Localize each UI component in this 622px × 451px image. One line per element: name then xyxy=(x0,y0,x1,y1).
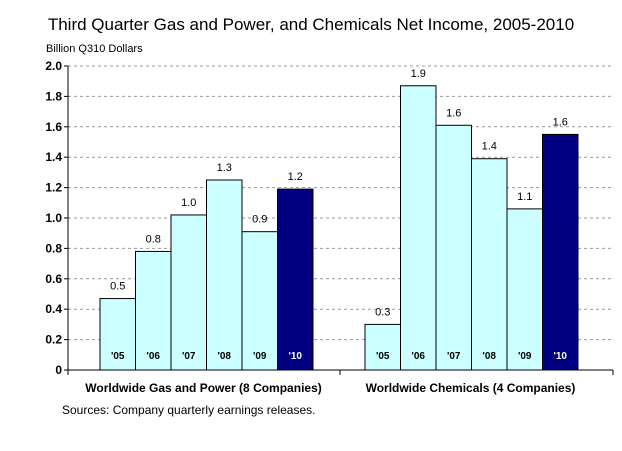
axes xyxy=(67,66,614,375)
bar xyxy=(506,208,543,371)
bar-value-label: 1.4 xyxy=(482,141,497,153)
bar-year-label: '09 xyxy=(518,351,532,362)
bars: 0.5 '05 0.8 '06 1.0 '07 1.3 '08 0.9 '09 1.2 '10 0.3 '… xyxy=(99,68,579,371)
bar-year-label: '05 xyxy=(111,351,125,362)
grid-lines xyxy=(68,65,613,341)
y-axis-unit-label: Billion Q310 Dollars xyxy=(46,43,143,55)
bar xyxy=(400,85,437,371)
y-tick-label: 1.6 xyxy=(45,120,62,134)
bar-value-label: 1.3 xyxy=(217,162,232,174)
bar-value-label: 1.1 xyxy=(517,191,532,203)
bar xyxy=(241,231,278,371)
y-tick-label: 0 xyxy=(55,363,62,377)
bar xyxy=(542,133,579,371)
y-tick-label: 0.8 xyxy=(45,241,62,255)
bar-value-label: 1.9 xyxy=(411,68,426,80)
bar-year-label: '06 xyxy=(146,351,160,362)
y-tick-label: 2.0 xyxy=(45,59,62,73)
bar-value-label: 0.5 xyxy=(110,281,125,293)
bar-year-label: '10 xyxy=(553,351,567,362)
y-tick-label: 0.2 xyxy=(45,333,62,347)
bar-year-label: '08 xyxy=(482,351,496,362)
y-tick-label: 1.2 xyxy=(45,181,62,195)
y-tick-label: 1.8 xyxy=(45,89,62,103)
bar xyxy=(206,179,243,371)
chart-title: Third Quarter Gas and Power, and Chemica… xyxy=(48,15,574,34)
bar-year-label: '10 xyxy=(288,351,302,362)
bar-value-label: 0.3 xyxy=(375,306,390,318)
bar-value-label: 1.6 xyxy=(553,116,568,128)
bar-value-label: 1.6 xyxy=(446,107,461,119)
bar-year-label: '08 xyxy=(217,351,231,362)
bar xyxy=(435,124,472,371)
bar xyxy=(364,323,401,371)
bar-value-label: 1.0 xyxy=(181,197,196,209)
y-axis-ticks: 0 0.2 0.4 0.6 0.8 1.0 1.2 1.4 1.6 1.8 2.0 xyxy=(45,59,68,377)
y-tick-label: 0.4 xyxy=(45,302,62,316)
bar-value-label: 0.9 xyxy=(252,214,267,226)
bar xyxy=(170,214,207,371)
bar-year-label: '09 xyxy=(253,351,267,362)
group-labels: Worldwide Gas and Power (8 Companies) Wor… xyxy=(85,381,575,395)
bar xyxy=(277,188,314,371)
group-label: Worldwide Gas and Power (8 Companies) xyxy=(85,381,322,395)
bar-value-label: 1.2 xyxy=(288,171,303,183)
bar-year-label: '06 xyxy=(411,351,425,362)
source-note: Sources: Company quarterly earnings rele… xyxy=(62,403,315,417)
bar-year-label: '07 xyxy=(447,351,461,362)
bar-year-label: '05 xyxy=(376,351,390,362)
bar-year-label: '07 xyxy=(182,351,196,362)
y-tick-label: 0.6 xyxy=(45,272,62,286)
y-tick-label: 1.4 xyxy=(45,150,62,164)
group-label: Worldwide Chemicals (4 Companies) xyxy=(366,381,576,395)
bar xyxy=(471,158,508,371)
y-tick-label: 1.0 xyxy=(45,211,62,225)
bar-value-label: 0.8 xyxy=(146,233,161,245)
